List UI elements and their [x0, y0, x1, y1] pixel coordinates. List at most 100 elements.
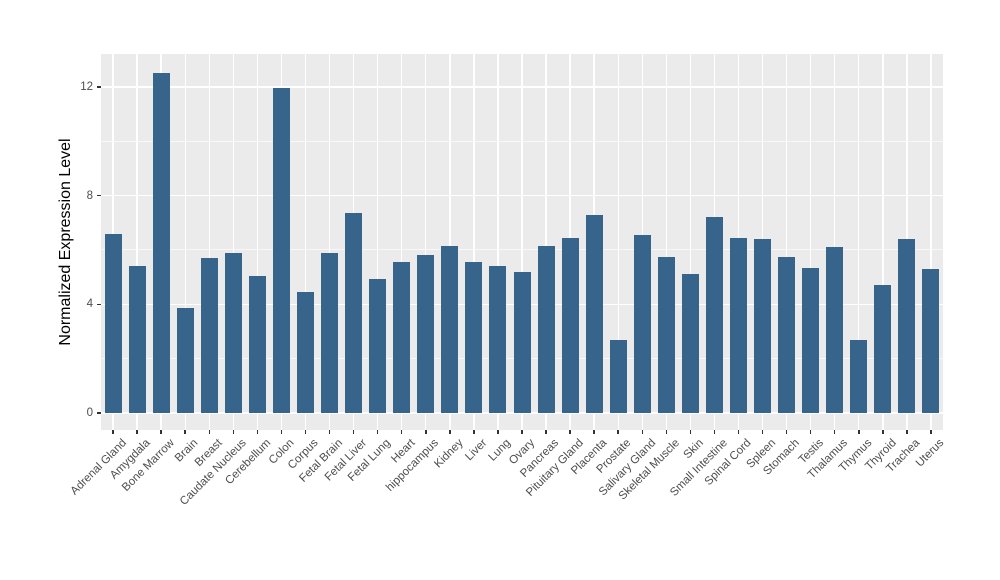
bar — [393, 262, 411, 413]
y-tick-label: 12 — [80, 80, 93, 93]
bar — [248, 275, 266, 413]
bar — [657, 256, 675, 413]
bar — [104, 233, 122, 413]
gridline-vertical — [497, 54, 499, 430]
bar — [128, 266, 146, 413]
bar — [778, 256, 796, 413]
x-axis-tick — [376, 430, 379, 434]
y-axis-tick — [97, 194, 101, 197]
bar — [898, 239, 916, 413]
gridline-vertical — [232, 54, 234, 430]
x-axis-tick — [930, 430, 932, 434]
gridline-vertical — [689, 54, 692, 430]
bar — [417, 255, 435, 413]
bar — [754, 239, 772, 413]
x-axis-tick — [833, 430, 836, 434]
gridline-vertical — [328, 54, 331, 430]
gridline-vertical — [304, 54, 307, 430]
gridline-vertical — [521, 54, 523, 430]
gridline-vertical — [809, 54, 812, 430]
x-axis-tick — [449, 430, 451, 434]
x-tick-label: Liver — [463, 437, 490, 464]
x-axis-tick — [497, 430, 499, 434]
bar — [224, 252, 242, 413]
gridline-vertical — [376, 54, 379, 430]
gridline-vertical — [449, 54, 451, 430]
bar — [730, 237, 747, 413]
bar — [489, 266, 507, 413]
bar — [850, 339, 868, 413]
x-axis-tick — [232, 430, 235, 434]
bar — [152, 73, 170, 413]
bar — [922, 268, 940, 413]
x-axis-tick — [136, 430, 138, 434]
y-axis-tick — [97, 412, 101, 414]
gridline-vertical — [882, 54, 884, 430]
x-axis-tick — [617, 430, 619, 434]
bar — [345, 213, 363, 413]
y-tick-label: 8 — [86, 189, 93, 202]
bar — [176, 308, 194, 413]
y-tick-label: 0 — [86, 407, 93, 419]
bar — [200, 258, 218, 413]
x-axis-tick — [809, 430, 812, 434]
x-axis-tick — [400, 430, 403, 434]
bar — [681, 274, 699, 413]
bar — [585, 214, 603, 413]
x-axis-tick — [352, 430, 355, 434]
gridline-vertical — [545, 54, 547, 430]
x-axis-tick — [208, 430, 210, 434]
x-axis-tick — [280, 430, 283, 434]
gridline-vertical — [425, 54, 427, 430]
x-axis-tick — [184, 430, 186, 434]
x-axis-tick — [906, 430, 908, 434]
x-axis-tick — [858, 430, 860, 434]
x-axis-tick — [160, 430, 162, 434]
gridline-vertical — [617, 54, 619, 430]
x-axis-tick — [713, 430, 716, 434]
x-axis-tick — [304, 430, 307, 434]
y-axis-tick — [97, 86, 101, 88]
gridline-vertical — [401, 54, 403, 430]
x-axis-tick — [545, 430, 547, 434]
bar — [369, 278, 387, 413]
x-axis-tick — [882, 430, 884, 434]
bar — [802, 267, 820, 413]
x-axis-tick — [665, 430, 668, 434]
bar — [561, 237, 579, 413]
bar — [633, 235, 651, 413]
x-axis-tick — [689, 430, 692, 434]
bar — [296, 292, 314, 413]
x-axis-tick — [328, 430, 331, 434]
x-axis-tick — [761, 430, 764, 434]
x-axis-tick — [425, 430, 427, 434]
y-axis-tick — [97, 303, 101, 306]
gridline-vertical — [858, 54, 860, 430]
bar — [441, 245, 459, 413]
gridline-vertical — [930, 54, 932, 430]
gridline-vertical — [136, 54, 138, 430]
gridline-vertical — [184, 54, 186, 430]
bar — [537, 245, 555, 413]
bar — [826, 247, 844, 413]
gridline-vertical — [473, 54, 475, 430]
gridline-vertical — [834, 54, 836, 430]
x-axis-tick — [521, 430, 523, 434]
bar — [609, 339, 627, 413]
x-axis-tick — [737, 430, 740, 434]
y-tick-label: 4 — [86, 298, 93, 311]
gridline-vertical — [665, 54, 668, 430]
x-axis-tick — [785, 430, 788, 434]
x-axis-tick — [256, 430, 259, 434]
bar — [705, 217, 723, 413]
x-axis-tick — [112, 430, 114, 434]
gridline-vertical — [256, 54, 259, 430]
gridline-vertical — [785, 54, 788, 430]
bar — [874, 285, 892, 413]
x-axis-tick — [593, 430, 595, 434]
bar — [321, 252, 339, 413]
x-axis-tick — [569, 430, 571, 434]
y-axis-title: Normalized Expression Level — [57, 138, 74, 346]
x-axis-tick — [473, 430, 475, 434]
